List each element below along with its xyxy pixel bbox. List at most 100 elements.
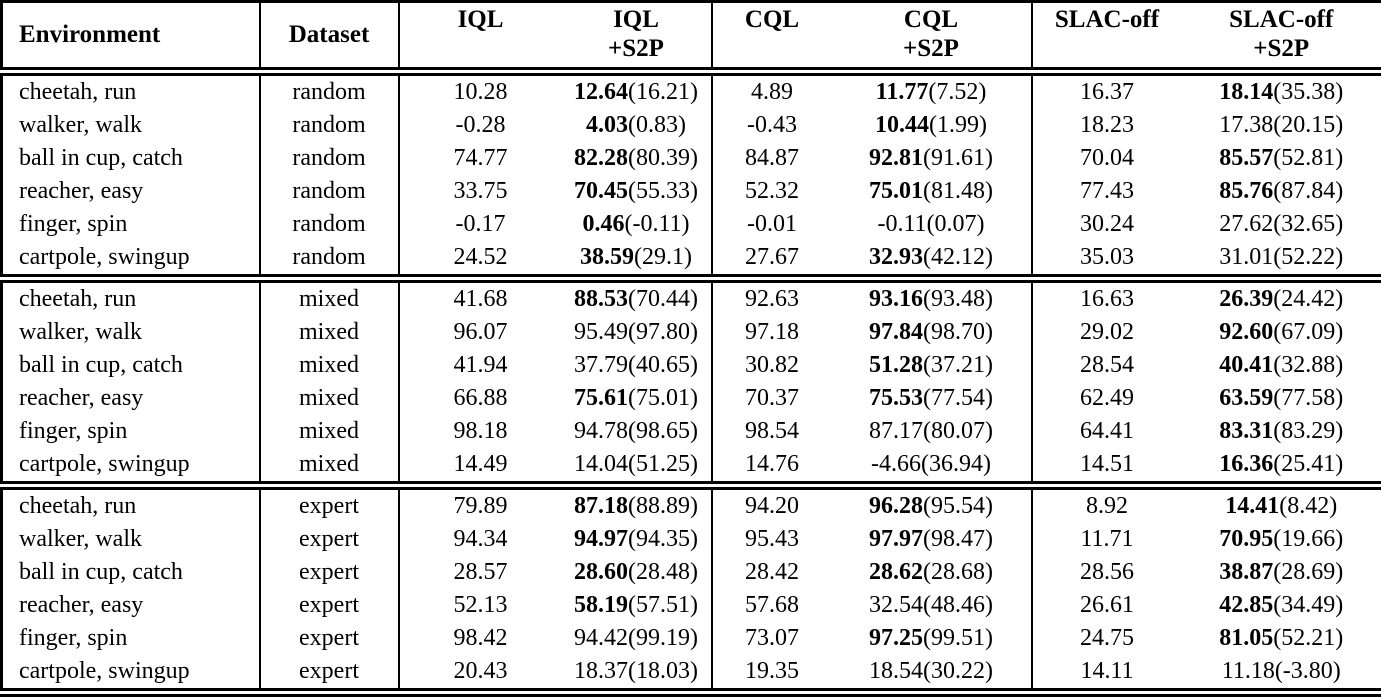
iql-s2p-paren: (80.39) <box>628 145 698 171</box>
slac-off-s2p-paren: (32.65) <box>1273 211 1343 237</box>
header-iql-s2p-suffix: +S2P <box>562 34 711 63</box>
environment-cell: walker, walk <box>2 316 260 349</box>
slac-off-s2p-value: 42.85 <box>1219 592 1273 618</box>
cql-s2p-paren: (42.12) <box>923 244 993 270</box>
iql-s2p-cell: 38.59(29.1) <box>562 241 712 279</box>
cql-s2p-value: 32.93 <box>869 244 923 270</box>
iql-s2p-cell: 75.61(75.01) <box>562 382 712 415</box>
slac-off-s2p-paren: (-3.80) <box>1275 658 1341 684</box>
iql-s2p-value: 58.19 <box>574 592 628 618</box>
slac-off-cell: 64.41 <box>1032 415 1182 448</box>
dataset-cell: mixed <box>260 316 399 349</box>
cql-s2p-cell: 10.44(1.99) <box>832 109 1032 142</box>
cql-s2p-paren: (1.99) <box>929 112 987 138</box>
slac-off-s2p-cell: 27.62(32.65) <box>1182 208 1381 241</box>
slac-off-s2p-cell: 83.31(83.29) <box>1182 415 1381 448</box>
environment-cell: finger, spin <box>2 415 260 448</box>
slac-off-cell: 30.24 <box>1032 208 1182 241</box>
iql-s2p-value: 82.28 <box>574 145 628 171</box>
slac-off-s2p-cell: 14.41(8.42) <box>1182 486 1381 524</box>
header-cql-s2p: CQL +S2P <box>832 2 1032 72</box>
slac-off-s2p-value: 83.31 <box>1219 418 1273 444</box>
environment-cell: ball in cup, catch <box>2 349 260 382</box>
dataset-cell: expert <box>260 589 399 622</box>
cql-s2p-value: 32.54 <box>869 592 923 618</box>
cql-s2p-paren: (30.22) <box>923 658 993 684</box>
cql-s2p-paren: (95.54) <box>923 493 993 519</box>
header-environment: Environment <box>2 2 260 72</box>
dataset-cell: random <box>260 109 399 142</box>
dataset-cell: expert <box>260 486 399 524</box>
slac-off-s2p-value: 31.01 <box>1219 244 1273 270</box>
environment-cell: ball in cup, catch <box>2 142 260 175</box>
cql-s2p-value: 18.54 <box>869 658 923 684</box>
iql-cell: -0.17 <box>399 208 562 241</box>
slac-off-s2p-paren: (52.22) <box>1273 244 1343 270</box>
environment-cell: cartpole, swingup <box>2 655 260 693</box>
slac-off-cell: 14.11 <box>1032 655 1182 693</box>
slac-off-s2p-paren: (52.81) <box>1273 145 1343 171</box>
slac-off-s2p-paren: (25.41) <box>1273 451 1343 477</box>
dataset-cell: random <box>260 72 399 110</box>
dataset-cell: mixed <box>260 382 399 415</box>
cql-s2p-paren: (98.70) <box>923 319 993 345</box>
cql-s2p-cell: 32.54(48.46) <box>832 589 1032 622</box>
cql-cell: 28.42 <box>712 556 832 589</box>
iql-s2p-value: 14.04 <box>574 451 628 477</box>
cql-cell: 94.20 <box>712 486 832 524</box>
iql-s2p-cell: 12.64(16.21) <box>562 72 712 110</box>
iql-s2p-cell: 82.28(80.39) <box>562 142 712 175</box>
slac-off-s2p-cell: 18.14(35.38) <box>1182 72 1381 110</box>
cql-s2p-value: -4.66 <box>871 451 921 477</box>
cql-s2p-value: 97.97 <box>869 526 923 552</box>
cql-cell: -0.01 <box>712 208 832 241</box>
dataset-cell: mixed <box>260 415 399 448</box>
iql-cell: 10.28 <box>399 72 562 110</box>
iql-cell: 74.77 <box>399 142 562 175</box>
cql-cell: 84.87 <box>712 142 832 175</box>
header-iql-label: IQL <box>400 5 562 34</box>
cql-s2p-paren: (81.48) <box>923 178 993 204</box>
iql-cell: 20.43 <box>399 655 562 693</box>
cql-s2p-value: 75.53 <box>869 385 923 411</box>
slac-off-s2p-value: 81.05 <box>1219 625 1273 651</box>
slac-off-s2p-cell: 16.36(25.41) <box>1182 448 1381 486</box>
cql-s2p-value: 10.44 <box>875 112 929 138</box>
slac-off-cell: 26.61 <box>1032 589 1182 622</box>
cql-s2p-paren: (98.47) <box>923 526 993 552</box>
iql-s2p-cell: 95.49(97.80) <box>562 316 712 349</box>
cql-cell: 4.89 <box>712 72 832 110</box>
iql-s2p-paren: (57.51) <box>628 592 698 618</box>
slac-off-s2p-paren: (19.66) <box>1273 526 1343 552</box>
slac-off-cell: 16.63 <box>1032 279 1182 317</box>
iql-s2p-value: 94.42 <box>574 625 628 651</box>
slac-off-cell: 28.54 <box>1032 349 1182 382</box>
iql-s2p-cell: 58.19(57.51) <box>562 589 712 622</box>
dataset-cell: random <box>260 142 399 175</box>
slac-off-s2p-cell: 70.95(19.66) <box>1182 523 1381 556</box>
environment-cell: finger, spin <box>2 622 260 655</box>
cql-cell: 52.32 <box>712 175 832 208</box>
slac-off-s2p-cell: 38.87(28.69) <box>1182 556 1381 589</box>
cql-s2p-cell: 97.84(98.70) <box>832 316 1032 349</box>
cql-s2p-cell: -4.66(36.94) <box>832 448 1032 486</box>
dataset-cell: random <box>260 208 399 241</box>
header-iql-s2p: IQL +S2P <box>562 2 712 72</box>
environment-cell: cartpole, swingup <box>2 241 260 279</box>
slac-off-s2p-value: 27.62 <box>1219 211 1273 237</box>
iql-cell: -0.28 <box>399 109 562 142</box>
cql-s2p-paren: (48.46) <box>923 592 993 618</box>
cql-s2p-paren: (91.61) <box>923 145 993 171</box>
slac-off-s2p-cell: 17.38(20.15) <box>1182 109 1381 142</box>
cql-s2p-value: 11.77 <box>876 79 929 105</box>
dataset-cell: expert <box>260 556 399 589</box>
header-iql-s2p-label: IQL <box>562 5 711 34</box>
cql-s2p-paren: (36.94) <box>921 451 991 477</box>
cql-s2p-paren: (28.68) <box>923 559 993 585</box>
slac-off-s2p-value: 70.95 <box>1219 526 1273 552</box>
cql-cell: 95.43 <box>712 523 832 556</box>
header-slac-off-label: SLAC-off <box>1033 5 1182 34</box>
